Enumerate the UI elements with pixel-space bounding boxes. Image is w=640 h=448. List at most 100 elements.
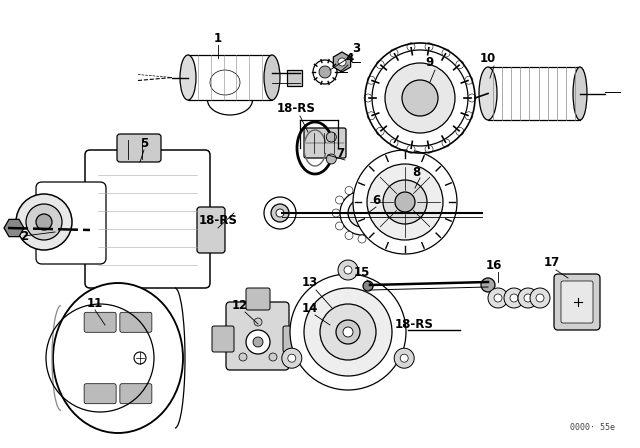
Circle shape xyxy=(376,127,384,135)
Circle shape xyxy=(402,80,438,116)
Circle shape xyxy=(425,145,433,153)
Circle shape xyxy=(326,154,336,164)
Circle shape xyxy=(338,58,346,66)
Circle shape xyxy=(319,66,331,78)
Circle shape xyxy=(363,281,373,291)
Circle shape xyxy=(400,354,408,362)
Ellipse shape xyxy=(53,283,183,433)
FancyBboxPatch shape xyxy=(226,302,289,370)
Circle shape xyxy=(510,294,518,302)
Circle shape xyxy=(465,76,473,84)
Circle shape xyxy=(384,209,392,217)
Text: 8: 8 xyxy=(412,165,420,178)
Circle shape xyxy=(345,232,353,240)
Text: 12: 12 xyxy=(232,298,248,311)
Circle shape xyxy=(320,304,376,360)
Circle shape xyxy=(407,43,415,51)
Circle shape xyxy=(367,76,375,84)
Circle shape xyxy=(468,94,476,102)
Circle shape xyxy=(407,145,415,153)
Circle shape xyxy=(504,288,524,308)
Text: 0000· 55e: 0000· 55e xyxy=(570,423,615,432)
Circle shape xyxy=(345,186,353,194)
Circle shape xyxy=(456,127,464,135)
Circle shape xyxy=(246,330,270,354)
Circle shape xyxy=(530,288,550,308)
Circle shape xyxy=(338,260,358,280)
Circle shape xyxy=(442,49,450,57)
FancyBboxPatch shape xyxy=(283,326,305,352)
Circle shape xyxy=(134,352,146,364)
Circle shape xyxy=(518,288,538,308)
Circle shape xyxy=(276,209,284,217)
Circle shape xyxy=(385,63,455,133)
Ellipse shape xyxy=(180,55,196,100)
Circle shape xyxy=(264,197,296,229)
Circle shape xyxy=(348,199,376,227)
FancyBboxPatch shape xyxy=(36,182,106,264)
Circle shape xyxy=(376,60,384,69)
Circle shape xyxy=(395,192,415,212)
FancyBboxPatch shape xyxy=(120,384,152,404)
Circle shape xyxy=(343,327,353,337)
Circle shape xyxy=(16,194,72,250)
Ellipse shape xyxy=(573,67,587,120)
FancyBboxPatch shape xyxy=(212,326,234,352)
Circle shape xyxy=(465,112,473,120)
FancyBboxPatch shape xyxy=(84,384,116,404)
Circle shape xyxy=(367,112,375,120)
FancyBboxPatch shape xyxy=(561,281,593,323)
Circle shape xyxy=(381,222,388,230)
Circle shape xyxy=(488,288,508,308)
Circle shape xyxy=(394,348,414,368)
Circle shape xyxy=(332,209,340,217)
Ellipse shape xyxy=(264,55,280,100)
Bar xyxy=(287,69,302,86)
Circle shape xyxy=(26,204,62,240)
Text: 13: 13 xyxy=(302,276,318,289)
FancyBboxPatch shape xyxy=(197,207,225,253)
Circle shape xyxy=(371,186,379,194)
Circle shape xyxy=(364,94,372,102)
Circle shape xyxy=(383,180,427,224)
Text: 5: 5 xyxy=(140,137,148,150)
Circle shape xyxy=(390,49,398,57)
FancyBboxPatch shape xyxy=(85,150,210,288)
Circle shape xyxy=(536,294,544,302)
Circle shape xyxy=(335,222,344,230)
Text: 18-RS: 18-RS xyxy=(198,214,237,227)
Circle shape xyxy=(494,294,502,302)
FancyBboxPatch shape xyxy=(554,274,600,330)
Circle shape xyxy=(254,318,262,326)
Circle shape xyxy=(344,266,352,274)
Text: 7: 7 xyxy=(336,146,344,159)
Circle shape xyxy=(442,139,450,147)
Circle shape xyxy=(390,139,398,147)
Circle shape xyxy=(358,235,366,243)
Ellipse shape xyxy=(479,67,497,120)
Circle shape xyxy=(425,43,433,51)
Bar xyxy=(488,67,580,120)
Text: 4: 4 xyxy=(346,52,354,65)
Circle shape xyxy=(335,196,344,204)
Circle shape xyxy=(304,288,392,376)
Circle shape xyxy=(367,164,443,240)
Text: 6: 6 xyxy=(372,194,380,207)
Text: 16: 16 xyxy=(486,258,502,271)
Circle shape xyxy=(36,214,52,230)
FancyBboxPatch shape xyxy=(304,128,346,158)
Text: 14: 14 xyxy=(302,302,318,314)
Circle shape xyxy=(336,320,360,344)
Circle shape xyxy=(381,196,388,204)
Text: 18-RS: 18-RS xyxy=(395,318,433,331)
Circle shape xyxy=(355,206,369,220)
Circle shape xyxy=(288,354,296,362)
Circle shape xyxy=(239,353,247,361)
Circle shape xyxy=(456,60,464,69)
Text: 11: 11 xyxy=(87,297,103,310)
Circle shape xyxy=(290,274,406,390)
Text: 3: 3 xyxy=(352,42,360,55)
Circle shape xyxy=(271,204,289,222)
Ellipse shape xyxy=(210,70,240,95)
Bar xyxy=(188,55,272,100)
